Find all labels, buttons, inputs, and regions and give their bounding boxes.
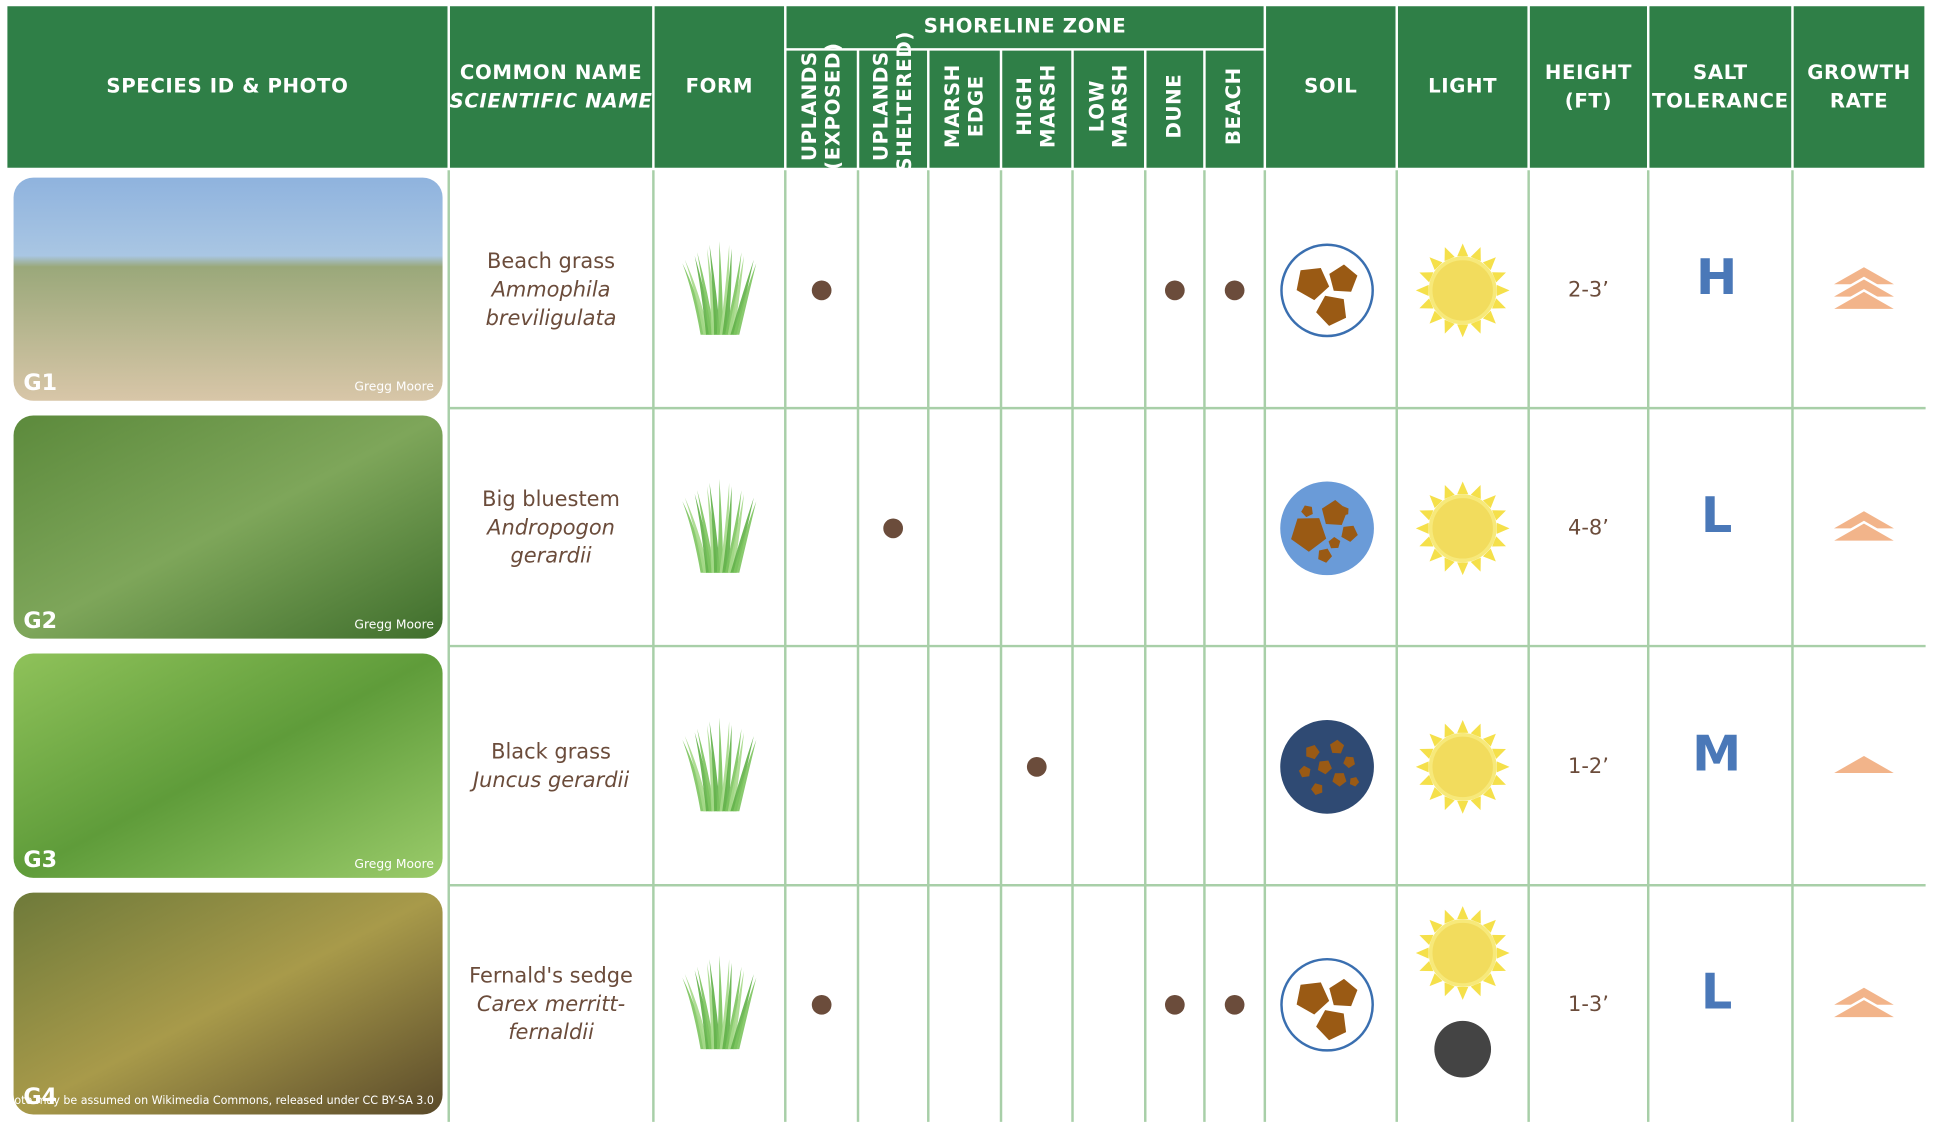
zone-header: HIGH [1013,77,1036,136]
zone-dot [1027,757,1047,777]
sun-ray [1457,562,1468,575]
header-text: SPECIES ID & PHOTO [106,74,348,97]
header-text: SHORELINE ZONE [924,15,1127,38]
photo [14,178,443,401]
zone-header: LOW [1085,80,1108,132]
growth-chevron [1829,755,1898,775]
sun-ray [1416,523,1429,534]
photo-credit: Gregg Moore [354,618,434,632]
header-text: SCIENTIFIC NAME [450,89,653,112]
header-text: GROWTH [1807,61,1911,84]
photo-id: G3 [23,847,57,873]
zone-header: MARSH [941,64,964,148]
sun-ray [1497,947,1510,958]
header-text: RATE [1830,89,1888,112]
height: 1-3’ [1568,992,1609,1016]
header-text: TOLERANCE [1652,89,1789,112]
height: 2-3’ [1568,277,1609,301]
header-text: LIGHT [1428,74,1497,97]
photo-id: G2 [23,608,57,634]
photo [14,416,443,639]
salt-tolerance: L [1701,962,1732,1020]
header-text: SALT [1693,61,1748,84]
zone-header: EDGE [964,75,987,137]
zone-dot [812,995,832,1015]
header-cell [1530,6,1647,167]
header-text: COMMON NAME [460,61,642,84]
header-cell [1649,6,1791,167]
sun-ray [1416,761,1429,772]
height: 4-8’ [1568,515,1609,539]
photo [14,653,443,877]
sun-ray [1497,285,1510,296]
scientific-name: gerardii [510,544,591,568]
zone-header: UPLANDS [798,51,821,161]
header-text: HEIGHT [1545,61,1632,84]
sun-ray [1416,285,1429,296]
header-cell [450,6,652,167]
zone-header: UPLANDS [870,51,893,161]
common-name: Fernald's sedge [469,963,633,987]
sun-ray [1457,244,1468,257]
sun-ray [1457,987,1468,1000]
row: G1 Gregg Moore Beach grass Ammophila brevili… [14,178,1899,401]
zone-header: MARSH [1037,64,1060,148]
scientific-name: Juncus gerardii [469,768,629,792]
shade [1434,1021,1491,1078]
sun-ray [1457,801,1468,814]
zone-header: BEACH [1222,67,1245,145]
salt-tolerance: L [1701,486,1732,544]
sun-ray [1497,761,1510,772]
header-text: FORM [686,74,754,97]
scientific-name: fernaldii [508,1020,594,1044]
salt-tolerance: H [1696,248,1737,306]
zone-dot [883,518,903,538]
height: 1-2’ [1568,754,1609,778]
sun-ray [1457,906,1468,919]
sun-ray [1416,947,1429,958]
photo-id: G1 [23,370,57,396]
zone-dot [1165,995,1185,1015]
scientific-name: Carex merritt- [477,992,625,1016]
salt-tolerance: M [1692,725,1741,783]
photo-credit: Gregg Moore [354,857,434,871]
header-text: SOIL [1304,74,1357,97]
sun [1431,921,1495,985]
row: G2 Gregg Moore Big bluestem Andropogon gerar… [14,416,1899,639]
sun-ray [1457,481,1468,494]
scientific-name: Ammophila [490,277,611,301]
zone-dot [1165,281,1185,301]
row: G3 Gregg Moore Black grass Juncus gerardii 1… [14,653,1899,877]
zone-header: (EXPOSED) [821,42,844,170]
zone-dot [1225,281,1245,301]
scientific-name: Andropogon [485,515,615,539]
photo [14,893,443,1115]
header-cell [1794,6,1925,167]
photo-credit: Gregg Moore [354,380,434,394]
zone-header: DUNE [1162,74,1185,139]
page: {"header":{"species":"SPECIES ID & PHOTO… [0,0,1933,1122]
photo-credit: Photo may be assumed on Wikimedia Common… [1,1094,434,1107]
sun-ray [1497,523,1510,534]
species-table: SPECIES ID & PHOTO COMMON NAME SCIENTIFIC … [0,0,1933,1122]
common-name: Beach grass [487,249,615,273]
zone-header: (SHELTERED) [893,31,916,181]
common-name: Big bluestem [482,487,620,511]
zone-header: MARSH [1109,64,1132,148]
sun-ray [1457,720,1468,733]
sun [1431,496,1495,560]
sun-ray [1457,324,1468,337]
zone-dot [1225,995,1245,1015]
scientific-name: breviligulata [486,306,617,330]
header-text: (FT) [1565,89,1612,112]
sun [1431,735,1495,799]
zone-dot [812,281,832,301]
sun [1431,258,1495,322]
common-name: Black grass [491,740,611,764]
